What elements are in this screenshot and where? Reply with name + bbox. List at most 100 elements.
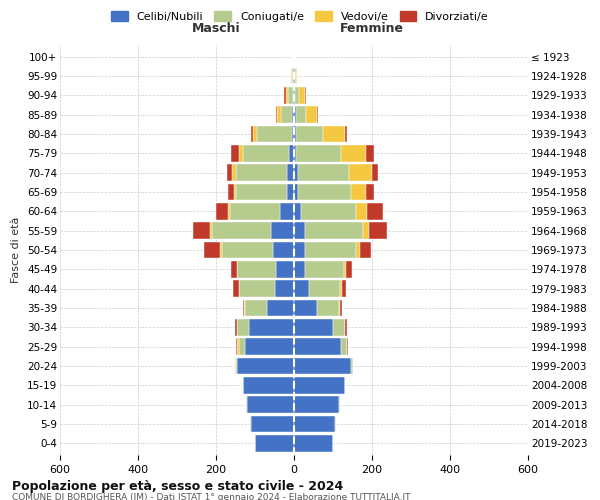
Bar	[295, 87, 299, 104]
Bar	[239, 145, 242, 162]
Bar	[366, 184, 374, 200]
Bar	[298, 184, 350, 200]
Bar	[242, 145, 289, 162]
Bar	[294, 87, 295, 104]
Bar	[271, 222, 294, 239]
Bar	[305, 242, 356, 258]
Legend: Celibi/Nubili, Coniugati/e, Vedovi/e, Divorziati/e: Celibi/Nubili, Coniugati/e, Vedovi/e, Di…	[106, 6, 494, 28]
Bar	[238, 338, 239, 355]
Bar	[309, 280, 340, 297]
Bar	[294, 377, 344, 394]
Text: Maschi: Maschi	[191, 22, 241, 36]
Bar	[235, 338, 238, 355]
Bar	[212, 222, 271, 239]
Bar	[349, 164, 372, 181]
Bar	[247, 396, 294, 413]
Bar	[294, 435, 333, 452]
Bar	[294, 338, 341, 355]
Bar	[253, 126, 257, 142]
Bar	[299, 87, 305, 104]
Bar	[294, 396, 339, 413]
Bar	[230, 203, 280, 220]
Bar	[350, 184, 366, 200]
Bar	[350, 358, 353, 374]
Bar	[220, 242, 222, 258]
Bar	[296, 126, 323, 142]
Bar	[340, 300, 341, 316]
Bar	[294, 145, 296, 162]
Bar	[277, 261, 294, 278]
Bar	[294, 280, 309, 297]
Bar	[222, 242, 272, 258]
Bar	[293, 68, 294, 84]
Bar	[335, 416, 336, 432]
Bar	[293, 87, 294, 104]
Bar	[366, 145, 374, 162]
Bar	[236, 319, 238, 336]
Bar	[275, 280, 294, 297]
Bar	[231, 145, 239, 162]
Bar	[287, 184, 294, 200]
Bar	[294, 222, 305, 239]
Bar	[292, 106, 294, 123]
Bar	[346, 261, 352, 278]
Bar	[292, 68, 293, 84]
Bar	[356, 242, 359, 258]
Bar	[317, 106, 318, 123]
Bar	[294, 358, 350, 374]
Bar	[347, 338, 348, 355]
Bar	[296, 106, 306, 123]
Bar	[280, 203, 294, 220]
Bar	[294, 261, 305, 278]
Bar	[323, 126, 344, 142]
Bar	[245, 338, 294, 355]
Bar	[272, 242, 294, 258]
Bar	[249, 319, 294, 336]
Bar	[369, 222, 387, 239]
Bar	[281, 106, 292, 123]
Bar	[294, 126, 296, 142]
Bar	[244, 300, 245, 316]
Text: COMUNE DI BORDIGHERA (IM) - Dati ISTAT 1° gennaio 2024 - Elaborazione TUTTITALIA: COMUNE DI BORDIGHERA (IM) - Dati ISTAT 1…	[12, 492, 410, 500]
Bar	[294, 184, 298, 200]
Bar	[294, 416, 335, 432]
Bar	[251, 126, 253, 142]
Bar	[236, 184, 287, 200]
Bar	[344, 319, 346, 336]
Bar	[317, 300, 339, 316]
Bar	[294, 300, 317, 316]
Bar	[235, 319, 236, 336]
Bar	[367, 203, 383, 220]
Bar	[356, 203, 367, 220]
Bar	[294, 164, 298, 181]
Bar	[228, 203, 230, 220]
Bar	[284, 87, 286, 104]
Bar	[204, 242, 220, 258]
Bar	[242, 300, 244, 316]
Bar	[286, 87, 288, 104]
Bar	[235, 358, 238, 374]
Bar	[333, 319, 344, 336]
Bar	[341, 145, 366, 162]
Bar	[294, 319, 333, 336]
Bar	[244, 377, 294, 394]
Bar	[245, 396, 247, 413]
Bar	[305, 261, 344, 278]
Bar	[255, 435, 294, 452]
Bar	[344, 261, 346, 278]
Bar	[245, 300, 266, 316]
Bar	[340, 280, 342, 297]
Bar	[216, 203, 228, 220]
Text: Femmine: Femmine	[340, 22, 404, 36]
Bar	[294, 242, 305, 258]
Bar	[289, 145, 294, 162]
Bar	[339, 300, 340, 316]
Bar	[239, 338, 245, 355]
Bar	[238, 319, 249, 336]
Bar	[305, 222, 364, 239]
Bar	[341, 338, 347, 355]
Bar	[295, 68, 296, 84]
Text: Popolazione per età, sesso e stato civile - 2024: Popolazione per età, sesso e stato civil…	[12, 480, 343, 493]
Bar	[372, 164, 378, 181]
Bar	[250, 416, 251, 432]
